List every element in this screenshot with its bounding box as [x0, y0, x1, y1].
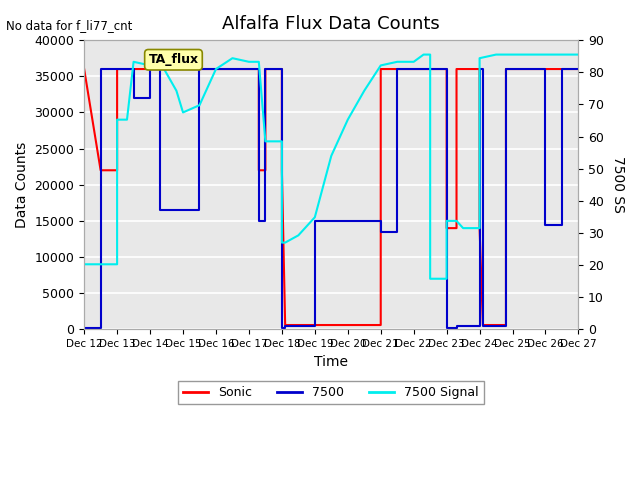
Y-axis label: 7500 SS: 7500 SS	[611, 156, 625, 213]
Y-axis label: Data Counts: Data Counts	[15, 142, 29, 228]
X-axis label: Time: Time	[314, 355, 348, 369]
Legend: Sonic, 7500, 7500 Signal: Sonic, 7500, 7500 Signal	[179, 381, 484, 404]
Text: TA_flux: TA_flux	[148, 53, 198, 66]
Title: Alfalfa Flux Data Counts: Alfalfa Flux Data Counts	[223, 15, 440, 33]
Text: No data for f_li77_cnt: No data for f_li77_cnt	[6, 19, 132, 32]
